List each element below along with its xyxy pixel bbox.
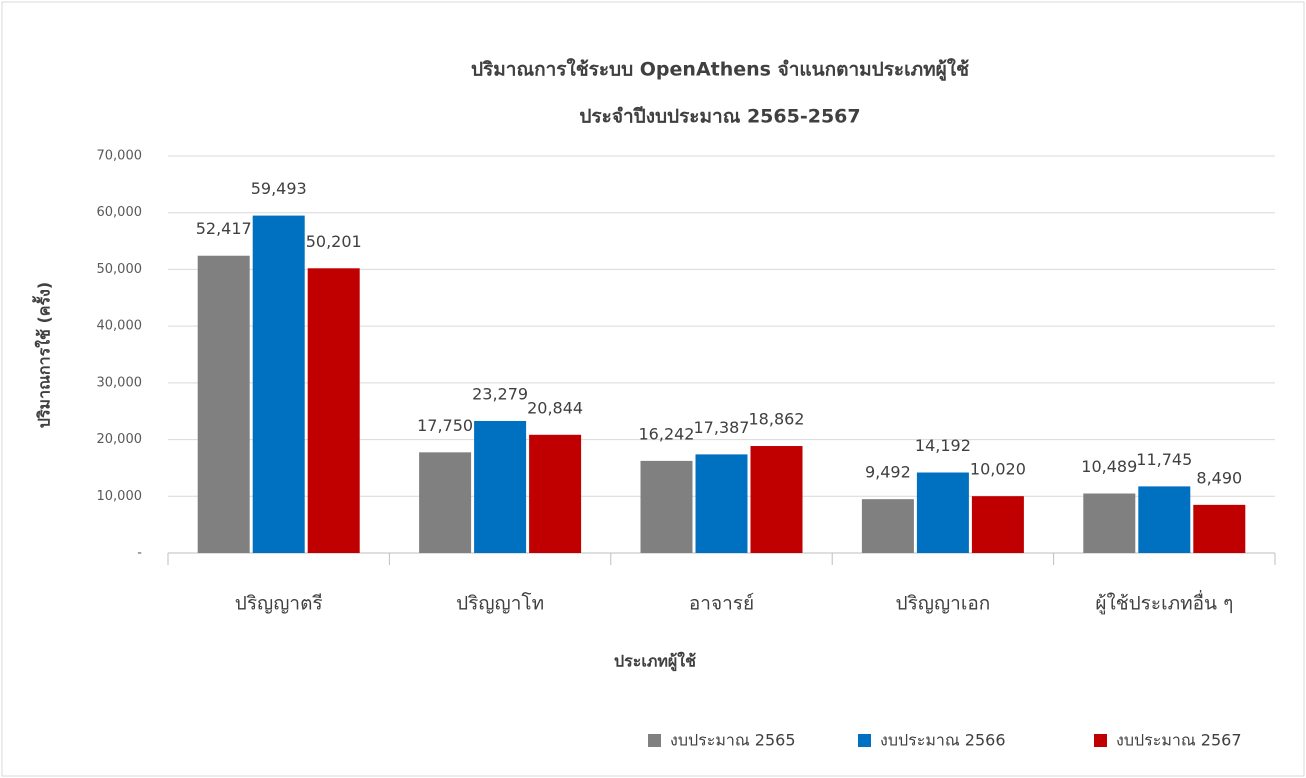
bar [1138, 486, 1191, 553]
bar [529, 434, 582, 553]
value-label: 14,192 [915, 436, 971, 455]
bar [750, 446, 803, 553]
y-tick-label: 20,000 [97, 432, 143, 447]
bar [695, 454, 748, 553]
value-label: 10,489 [1081, 457, 1137, 476]
chart-subtitle: ประจำปีงบประมาณ 2565-2567 [579, 106, 860, 128]
value-label: 52,417 [196, 219, 252, 238]
y-tick-label: 40,000 [97, 319, 143, 334]
legend-swatch [648, 734, 661, 747]
value-label: 11,745 [1136, 450, 1192, 469]
value-label: 18,862 [749, 410, 805, 429]
legend-swatch [858, 734, 871, 747]
value-label: 59,493 [251, 179, 307, 198]
x-tick-label: ปริญญาตรี [235, 593, 323, 615]
bar [861, 499, 914, 553]
value-label: 8,490 [1196, 468, 1242, 487]
legend-label: งบประมาณ 2567 [1116, 731, 1242, 750]
x-tick-label: อาจารย์ [689, 593, 754, 615]
x-axis-label: ประเภทผู้ใช้ [614, 652, 696, 673]
bar [474, 420, 527, 553]
x-tick-label: ปริญญาเอก [896, 593, 991, 615]
bar [197, 255, 250, 553]
x-tick-label: ผู้ใช้ประเภทอื่น ๆ [1095, 590, 1233, 615]
bar [307, 268, 360, 553]
value-label: 20,844 [527, 398, 583, 417]
bar [1193, 504, 1246, 553]
y-tick-label: 50,000 [97, 262, 143, 277]
value-label: 9,492 [865, 463, 911, 482]
legend-swatch [1094, 734, 1107, 747]
bar [252, 215, 305, 553]
value-label: 17,750 [417, 416, 473, 435]
value-label: 10,020 [970, 460, 1026, 479]
bar [419, 452, 472, 553]
value-label: 17,387 [694, 418, 750, 437]
y-tick-label: 70,000 [97, 149, 143, 164]
y-tick-label: 30,000 [97, 375, 143, 390]
y-tick-label: 60,000 [97, 205, 143, 220]
y-tick-label: - [137, 546, 142, 561]
bar [916, 472, 969, 553]
bar [640, 460, 693, 553]
legend-label: งบประมาณ 2566 [880, 731, 1006, 750]
y-axis-label: ปริมาณการใช้ (ครั้ง) [32, 282, 54, 428]
legend-label: งบประมาณ 2565 [670, 731, 796, 750]
bar [971, 496, 1024, 553]
value-label: 23,279 [472, 384, 528, 403]
chart-title: ปริมาณการใช้ระบบ OpenAthens จำแนกตามประเ… [471, 58, 969, 82]
value-label: 16,242 [639, 424, 695, 443]
y-tick-label: 10,000 [97, 489, 143, 504]
value-label: 50,201 [306, 232, 362, 251]
bar [1083, 493, 1136, 553]
x-tick-label: ปริญญาโท [456, 592, 544, 615]
